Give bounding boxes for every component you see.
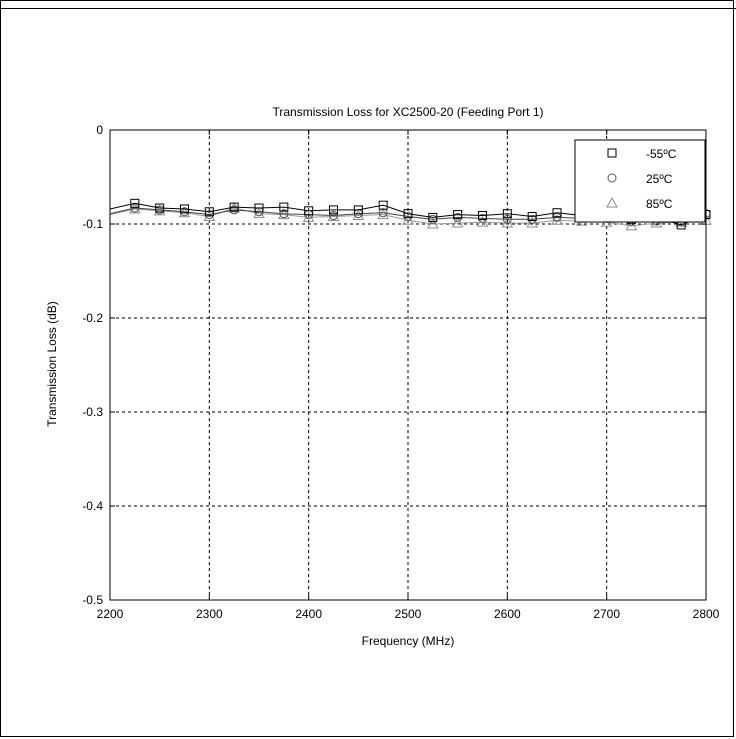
data-point-square <box>428 212 438 222</box>
data-point-triangle <box>551 214 563 225</box>
x-tick-label: 2800 <box>693 607 720 621</box>
legend-label: 25ºC <box>646 172 673 186</box>
data-point-circle <box>329 211 338 221</box>
data-point-triangle <box>352 209 365 221</box>
legend-marker-triangle <box>606 196 618 208</box>
data-point-circle <box>502 214 512 224</box>
x-tick-label: 2200 <box>97 607 124 621</box>
y-tick-label: -0.4 <box>82 499 103 513</box>
figure-top-rule <box>0 8 736 9</box>
data-point-square <box>155 203 165 213</box>
data-point-square <box>304 206 314 216</box>
data-point-square <box>478 211 487 221</box>
data-point-square <box>254 203 264 213</box>
data-point-square <box>329 205 338 215</box>
data-point-square <box>552 208 562 218</box>
data-point-square <box>180 204 189 214</box>
y-tick-label: -0.2 <box>82 311 103 325</box>
x-tick-label: 2600 <box>494 607 521 621</box>
data-point-circle <box>552 212 562 222</box>
data-point-square <box>204 207 214 217</box>
x-tick-label: 2300 <box>196 607 223 621</box>
y-tick-label: 0 <box>96 123 103 137</box>
data-point-triangle <box>327 210 340 221</box>
y-tick-label: -0.1 <box>82 217 103 231</box>
x-tick-label: 2400 <box>295 607 322 621</box>
legend-label: -55ºC <box>646 147 677 161</box>
legend-marker-square <box>607 148 617 158</box>
data-point-triangle <box>302 211 315 222</box>
data-point-triangle <box>625 219 638 231</box>
data-point-triangle <box>426 217 439 229</box>
y-tick-label: -0.3 <box>82 405 103 419</box>
data-point-triangle <box>451 217 464 228</box>
x-tick-label: 2500 <box>395 607 422 621</box>
data-point-square <box>353 205 363 215</box>
chart-title: Transmission Loss for XC2500-20 (Feeding… <box>272 105 543 119</box>
legend-label: 85ºC <box>646 197 673 211</box>
data-point-square <box>130 198 140 208</box>
legend-box <box>574 139 706 223</box>
y-tick-label: -0.5 <box>82 593 103 607</box>
data-point-circle <box>279 209 289 219</box>
data-point-square <box>403 209 413 219</box>
x-axis-label: Frequency (MHz) <box>362 634 455 648</box>
data-point-square <box>502 209 512 219</box>
y-axis-label: Transmission Loss (dB) <box>45 301 59 427</box>
data-point-triangle <box>377 208 390 220</box>
data-point-square <box>279 202 289 212</box>
data-point-square <box>378 200 388 210</box>
x-tick-label: 2700 <box>593 607 620 621</box>
data-point-triangle <box>650 217 663 228</box>
data-point-square <box>527 211 537 221</box>
data-point-triangle <box>253 207 265 219</box>
legend-marker-circle <box>607 173 617 183</box>
data-point-circle <box>130 203 140 213</box>
data-point-square <box>229 202 239 212</box>
data-point-square <box>453 210 463 220</box>
